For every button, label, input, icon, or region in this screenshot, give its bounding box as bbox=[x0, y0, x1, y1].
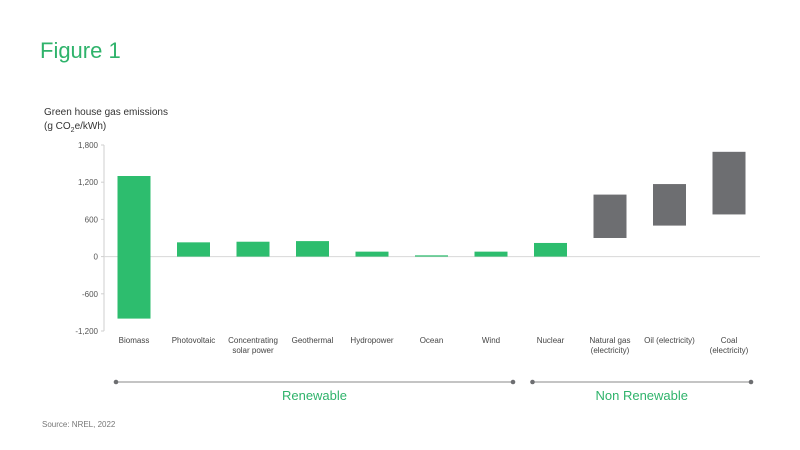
category-label: Photovoltaic bbox=[172, 336, 216, 345]
bar bbox=[177, 242, 210, 257]
category-label: Coal bbox=[721, 336, 738, 345]
bar bbox=[296, 241, 329, 257]
bar bbox=[474, 251, 508, 257]
y-tick-label: -1,200 bbox=[75, 327, 98, 336]
bar bbox=[712, 151, 746, 215]
bar bbox=[236, 241, 270, 257]
y-tick-label: 0 bbox=[94, 253, 99, 262]
group-bracket-dot bbox=[748, 379, 754, 385]
source-note: Source: NREL, 2022 bbox=[42, 420, 116, 429]
bar bbox=[534, 242, 567, 257]
group-bracket-dot bbox=[530, 379, 535, 385]
category-label: Wind bbox=[482, 336, 500, 345]
category-label: Nuclear bbox=[537, 336, 565, 345]
bar bbox=[653, 184, 686, 226]
bar bbox=[593, 194, 627, 238]
figure-title: Figure 1 bbox=[40, 38, 121, 63]
y-axis-label: Green house gas emissions (g CO2e/kWh) bbox=[44, 106, 168, 138]
y-axis-label-line2: (g CO2e/kWh) bbox=[44, 120, 168, 138]
y-axis-label-suffix: e/kWh) bbox=[74, 121, 107, 132]
category-label: Oil (electricity) bbox=[644, 336, 695, 345]
y-axis-label-prefix: (g CO bbox=[44, 121, 71, 132]
category-label: Natural gas bbox=[590, 336, 631, 345]
bar bbox=[355, 251, 389, 257]
bar bbox=[415, 255, 448, 257]
category-label: Biomass bbox=[119, 336, 150, 345]
category-label: (electricity) bbox=[591, 346, 630, 355]
category-label: solar power bbox=[232, 346, 274, 355]
y-tick-label: 1,200 bbox=[78, 178, 99, 187]
group-bracket-dot bbox=[510, 379, 516, 385]
category-label: Concentrating bbox=[228, 336, 278, 345]
y-tick-label: 1,800 bbox=[78, 141, 99, 150]
y-tick-label: -600 bbox=[82, 290, 99, 299]
y-tick-label: 600 bbox=[85, 215, 99, 224]
category-label: (electricity) bbox=[710, 346, 749, 355]
group-bracket-dot bbox=[113, 379, 119, 385]
bar bbox=[117, 176, 151, 319]
category-label: Geothermal bbox=[292, 336, 334, 345]
group-label: Renewable bbox=[282, 388, 347, 403]
category-label: Ocean bbox=[420, 336, 444, 345]
y-axis-label-line1: Green house gas emissions bbox=[44, 107, 168, 118]
y-axis-label-subscript: 2 bbox=[70, 127, 75, 134]
group-label: Non Renewable bbox=[595, 388, 688, 403]
category-label: Hydropower bbox=[350, 336, 393, 345]
